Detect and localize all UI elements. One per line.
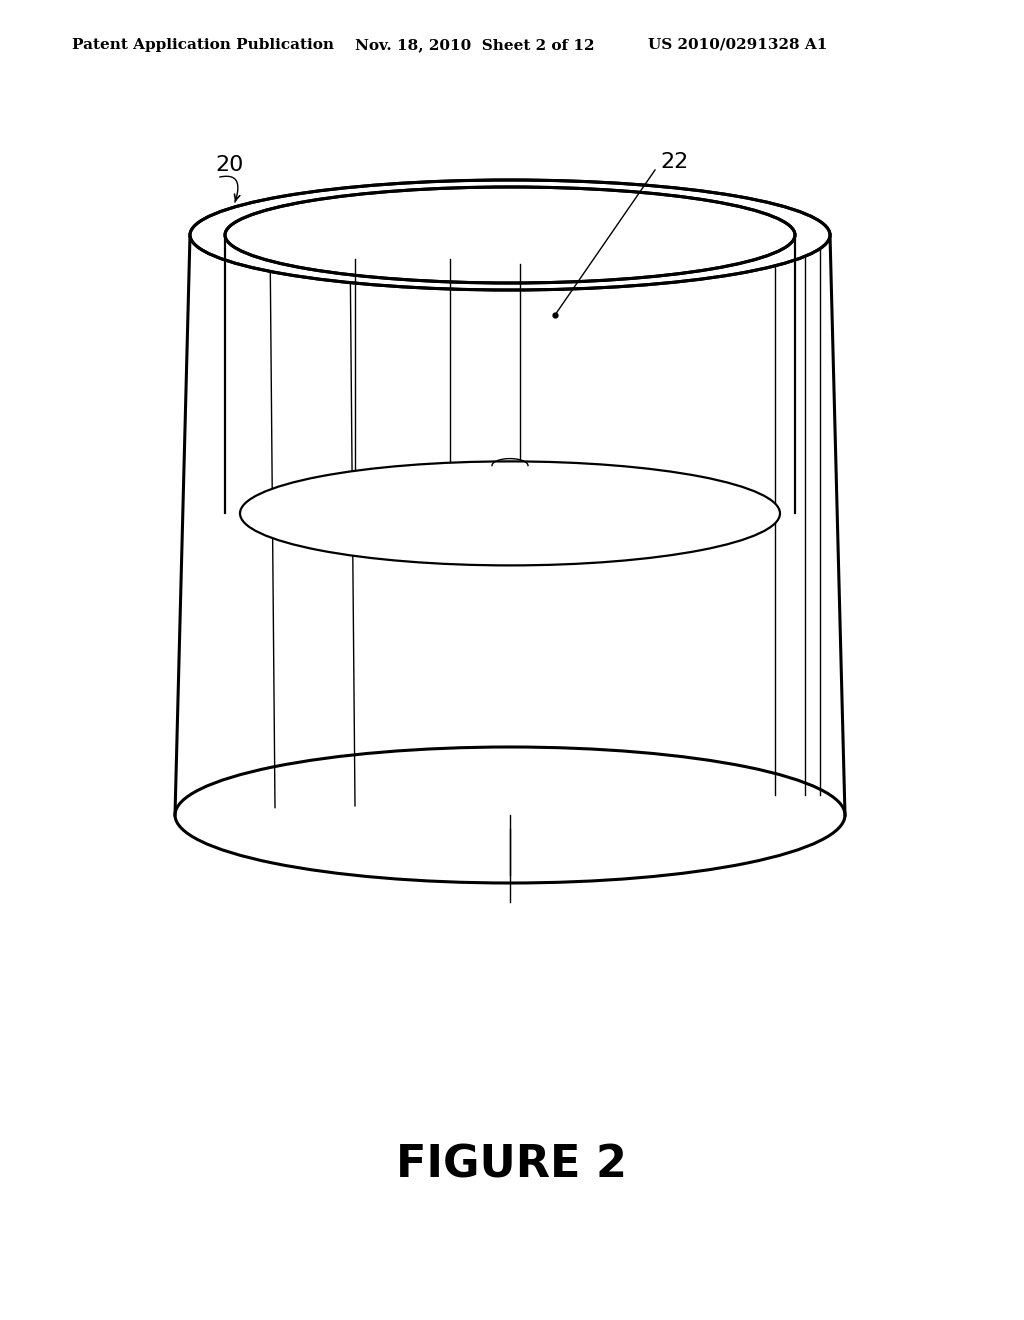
Text: US 2010/0291328 A1: US 2010/0291328 A1 [648, 38, 827, 51]
Ellipse shape [240, 462, 780, 565]
Text: 20: 20 [215, 154, 244, 176]
Ellipse shape [190, 180, 830, 290]
Polygon shape [175, 180, 845, 814]
Text: 22: 22 [660, 152, 688, 172]
Text: Patent Application Publication: Patent Application Publication [72, 38, 334, 51]
Ellipse shape [225, 187, 795, 282]
Text: FIGURE 2: FIGURE 2 [396, 1143, 628, 1187]
Text: Nov. 18, 2010  Sheet 2 of 12: Nov. 18, 2010 Sheet 2 of 12 [355, 38, 595, 51]
Ellipse shape [175, 747, 845, 883]
